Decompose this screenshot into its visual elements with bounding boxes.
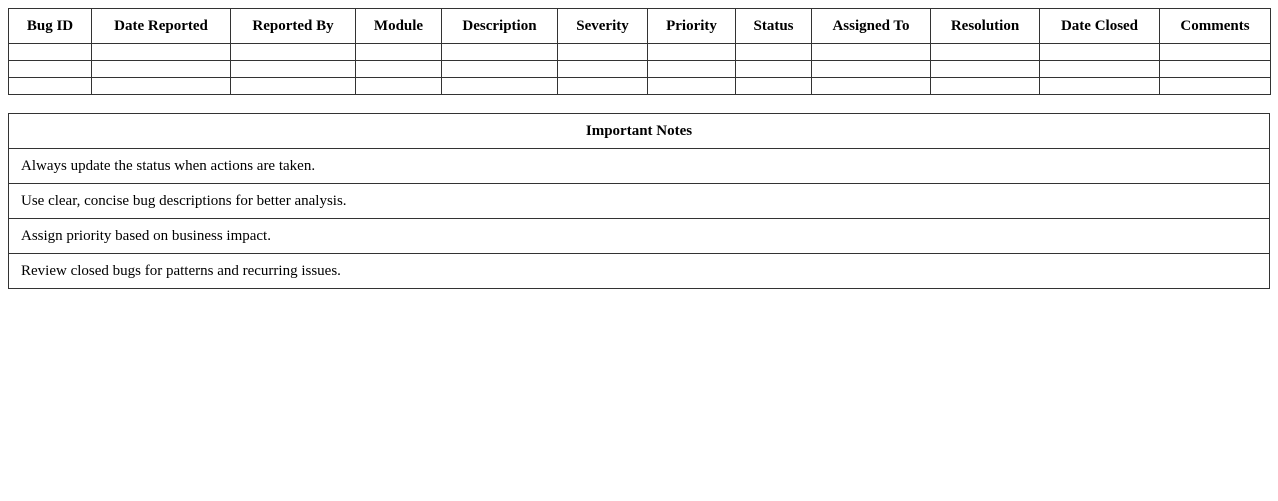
- table-cell[interactable]: [1039, 60, 1160, 78]
- table-cell[interactable]: [355, 43, 442, 61]
- table-cell[interactable]: [1159, 77, 1271, 95]
- notes-title: Important Notes: [8, 113, 1270, 149]
- table-cell[interactable]: [8, 43, 92, 61]
- column-header-reported-by: Reported By: [230, 8, 356, 44]
- note-row: Always update the status when actions ar…: [8, 148, 1270, 184]
- table-cell[interactable]: [230, 43, 356, 61]
- note-row: Assign priority based on business impact…: [8, 218, 1270, 254]
- column-header-date-closed: Date Closed: [1039, 8, 1160, 44]
- column-header-bug-id: Bug ID: [8, 8, 92, 44]
- table-cell[interactable]: [557, 60, 648, 78]
- table-cell[interactable]: [8, 77, 92, 95]
- table-cell[interactable]: [441, 77, 558, 95]
- table-cell[interactable]: [1159, 43, 1271, 61]
- table-cell[interactable]: [1159, 60, 1271, 78]
- table-cell[interactable]: [647, 60, 736, 78]
- table-row: [8, 77, 1271, 95]
- column-header-module: Module: [355, 8, 442, 44]
- column-header-date-reported: Date Reported: [91, 8, 231, 44]
- table-row: [8, 60, 1271, 78]
- note-item: Always update the status when actions ar…: [8, 148, 1270, 184]
- table-cell[interactable]: [811, 60, 931, 78]
- note-item: Use clear, concise bug descriptions for …: [8, 183, 1270, 219]
- note-row: Use clear, concise bug descriptions for …: [8, 183, 1270, 219]
- table-cell[interactable]: [91, 77, 231, 95]
- table-cell[interactable]: [647, 77, 736, 95]
- table-cell[interactable]: [735, 43, 812, 61]
- table-cell[interactable]: [930, 60, 1040, 78]
- table-cell[interactable]: [735, 77, 812, 95]
- column-header-assigned-to: Assigned To: [811, 8, 931, 44]
- header-row: Bug ID Date Reported Reported By Module Desc…: [8, 8, 1271, 44]
- column-header-description: Description: [441, 8, 558, 44]
- table-cell[interactable]: [557, 77, 648, 95]
- table-cell[interactable]: [441, 43, 558, 61]
- table-cell[interactable]: [230, 60, 356, 78]
- table-cell[interactable]: [930, 43, 1040, 61]
- table-cell[interactable]: [1039, 77, 1160, 95]
- bug-tracking-table: Bug ID Date Reported Reported By Module Desc…: [8, 8, 1271, 95]
- column-header-comments: Comments: [1159, 8, 1271, 44]
- column-header-resolution: Resolution: [930, 8, 1040, 44]
- table-cell[interactable]: [91, 60, 231, 78]
- table-cell[interactable]: [811, 43, 931, 61]
- note-row: Review closed bugs for patterns and recu…: [8, 253, 1270, 289]
- note-item: Assign priority based on business impact…: [8, 218, 1270, 254]
- table-cell[interactable]: [557, 43, 648, 61]
- table-cell[interactable]: [355, 60, 442, 78]
- table-cell[interactable]: [441, 60, 558, 78]
- table-cell[interactable]: [230, 77, 356, 95]
- table-cell[interactable]: [91, 43, 231, 61]
- column-header-priority: Priority: [647, 8, 736, 44]
- column-header-status: Status: [735, 8, 812, 44]
- column-header-severity: Severity: [557, 8, 648, 44]
- table-cell[interactable]: [355, 77, 442, 95]
- table-cell[interactable]: [1039, 43, 1160, 61]
- table-row: [8, 43, 1271, 61]
- table-cell[interactable]: [8, 60, 92, 78]
- table-cell[interactable]: [930, 77, 1040, 95]
- table-cell[interactable]: [647, 43, 736, 61]
- note-item: Review closed bugs for patterns and recu…: [8, 253, 1270, 289]
- important-notes-table: Important Notes Always update the status…: [8, 113, 1270, 289]
- table-cell[interactable]: [811, 77, 931, 95]
- table-cell[interactable]: [735, 60, 812, 78]
